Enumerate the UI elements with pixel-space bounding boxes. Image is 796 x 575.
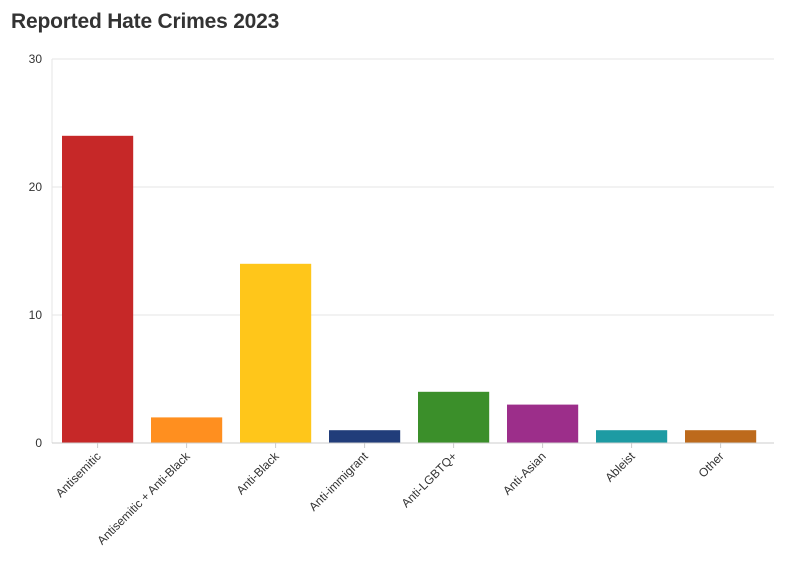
bar [240, 263, 312, 443]
x-tick-label: Antisemitic + Anti-Black [94, 449, 193, 548]
y-tick-label: 20 [29, 180, 43, 194]
y-tick-label: 0 [35, 436, 42, 450]
y-axis-ticks: 0 10 20 30 [29, 52, 43, 450]
bar [329, 430, 401, 443]
bar [507, 404, 579, 443]
x-tick-label: Anti-immigrant [306, 449, 371, 514]
x-tick-label: Antisemitic [53, 449, 104, 500]
bar [62, 135, 134, 444]
y-tick-label: 30 [29, 52, 43, 66]
x-tick-label: Anti-LGBTQ+ [399, 449, 460, 510]
x-tick-label: Ableist [602, 449, 638, 485]
grid-lines [51, 58, 774, 443]
bar [685, 430, 757, 443]
x-tick-label: Anti-Black [234, 449, 283, 498]
bar [151, 417, 223, 443]
x-tick-label: Other [696, 449, 727, 480]
bar [596, 430, 668, 443]
bar [418, 391, 490, 443]
y-tick-label: 10 [29, 308, 43, 322]
bars [62, 135, 757, 444]
chart-title: Reported Hate Crimes 2023 [11, 10, 280, 33]
x-tick-label: Anti-Asian [500, 449, 549, 498]
